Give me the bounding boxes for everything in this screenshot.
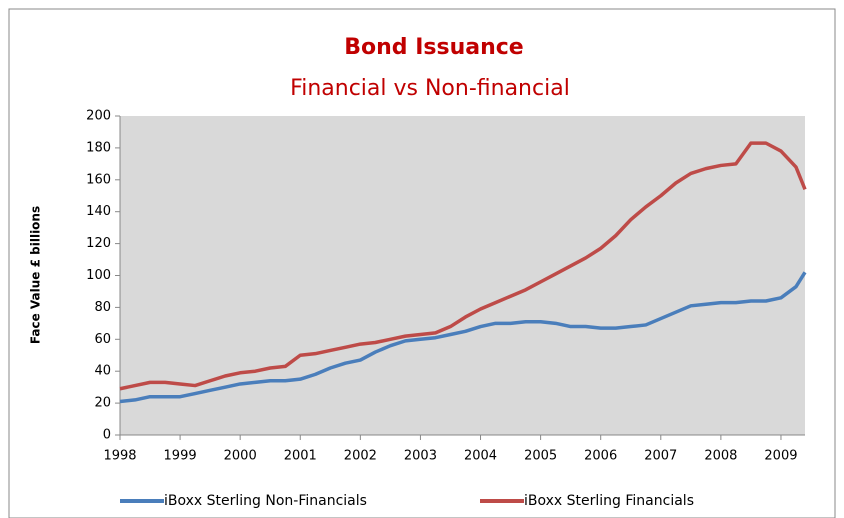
y-tick-label: 60	[94, 332, 111, 347]
y-tick-label: 80	[94, 300, 111, 315]
x-tick-label: 2009	[764, 449, 797, 464]
series-line	[119, 271, 807, 404]
y-tick-label: 40	[94, 364, 111, 379]
x-tick-label: 2001	[284, 449, 317, 464]
chart-title: Bond Issuance	[344, 35, 523, 60]
x-tick-label: 2004	[464, 449, 497, 464]
x-tick-label: 1999	[164, 449, 197, 464]
y-tick-label: 0	[103, 428, 111, 443]
y-tick-label: 120	[86, 236, 111, 251]
x-tick-label: 2003	[404, 449, 437, 464]
x-tick-label: 2005	[524, 449, 557, 464]
x-tick-label: 2006	[584, 449, 617, 464]
x-tick-label: 2008	[704, 449, 737, 464]
y-tick-label: 200	[86, 109, 111, 124]
y-tick-label: 180	[86, 140, 111, 155]
x-tick-label: 2000	[224, 449, 257, 464]
x-tick-label: 1998	[103, 449, 136, 464]
y-tick-label: 140	[86, 204, 111, 219]
legend-label: iBoxx Sterling Financials	[524, 493, 694, 509]
x-tick-label: 2007	[644, 449, 677, 464]
chart-subtitle: Financial vs Non-financial	[290, 76, 570, 101]
y-tick-label: 20	[94, 396, 111, 411]
y-tick-label: 160	[86, 172, 111, 187]
y-tick-label: 100	[86, 268, 111, 283]
series-line	[119, 141, 807, 391]
x-tick-label: 2002	[344, 449, 377, 464]
plot-area	[120, 116, 805, 435]
legend-label: iBoxx Sterling Non-Financials	[164, 493, 367, 509]
y-axis-label: Face Value £ billions	[29, 206, 43, 344]
